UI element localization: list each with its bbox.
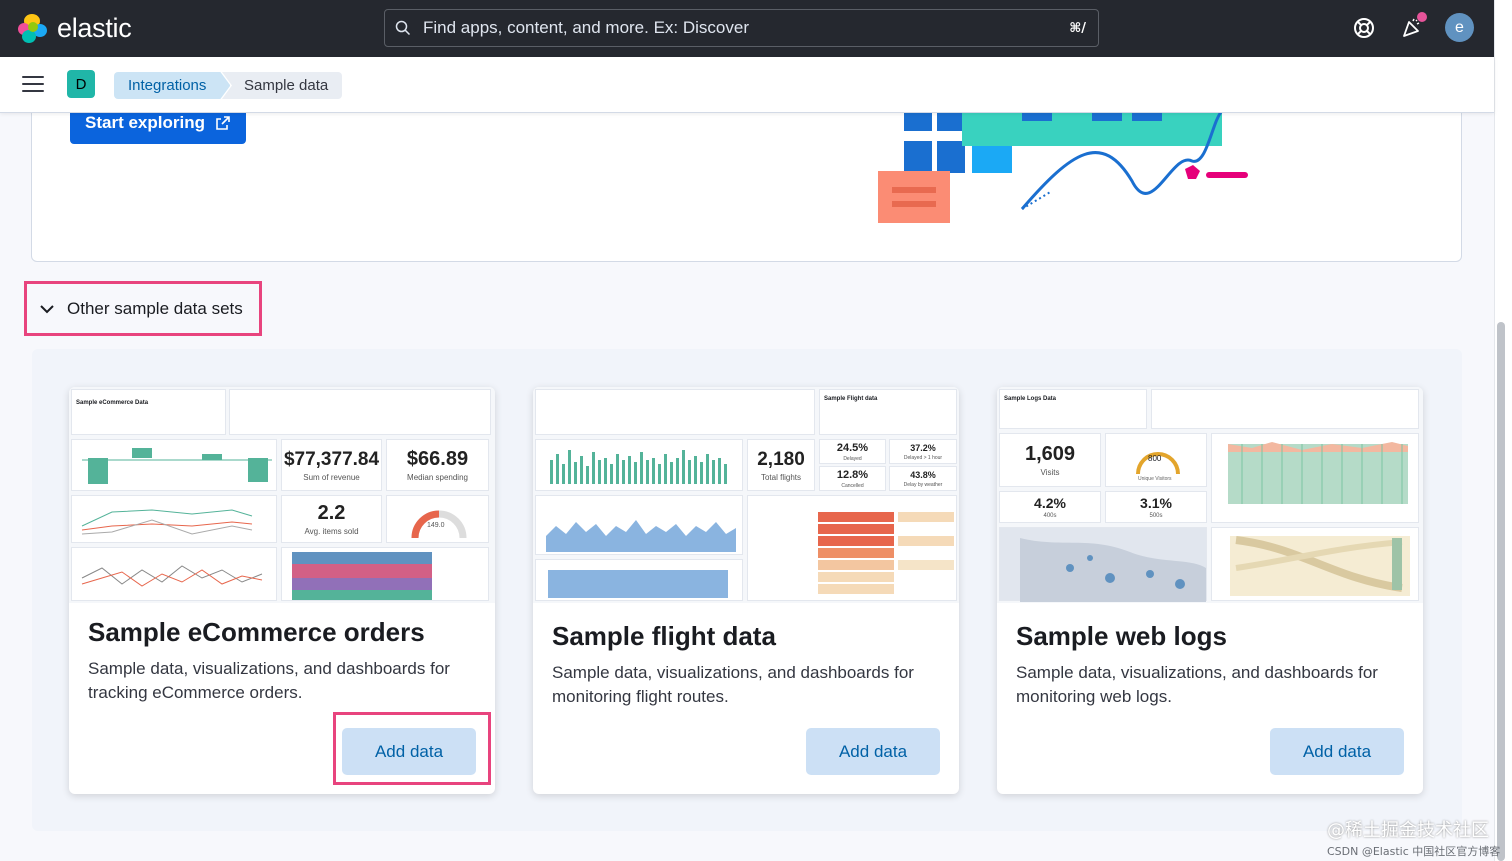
add-data-button[interactable]: Add data bbox=[1270, 728, 1404, 775]
watermark-csdn: CSDN @Elastic 中国社区官方博客 bbox=[1327, 845, 1501, 858]
external-link-icon bbox=[216, 115, 230, 130]
web-logs-dashboard-preview: Sample Logs Data 1,609 Visits 800 Unique … bbox=[997, 387, 1423, 603]
delayed-stat: 24.5% Delayed bbox=[819, 439, 886, 464]
global-search[interactable]: ⌘/ bbox=[384, 9, 1099, 47]
news-feed-button[interactable] bbox=[1400, 12, 1427, 40]
accordion-label: Other sample data sets bbox=[67, 298, 243, 318]
sample-ecommerce-card: Sample eCommerce Data $77,377.84 Sum of r… bbox=[69, 387, 495, 794]
card-title: Sample flight data bbox=[552, 621, 776, 651]
card-description: Sample data, visualizations, and dashboa… bbox=[1016, 663, 1378, 706]
watermark-juejin: @稀土掘金技术社区 bbox=[1327, 820, 1489, 841]
elastic-logo-icon bbox=[18, 13, 48, 44]
preview-heading: Sample Logs Data bbox=[1004, 396, 1057, 402]
stacked-bar-chart bbox=[292, 552, 432, 600]
errors-400-stat: 4.2% 400s bbox=[999, 491, 1101, 523]
gauge-chart bbox=[411, 510, 467, 539]
breadcrumb-bar: D Integrations Sample data bbox=[0, 57, 1494, 113]
cancelled-stat: 12.8% Cancelled bbox=[819, 466, 886, 491]
gauge-value: 149.0 bbox=[427, 522, 445, 529]
card-description: Sample data, visualizations, and dashboa… bbox=[88, 659, 450, 702]
flight-dashboard-preview: Sample Flight data 2,180 Total flights 24… bbox=[533, 387, 959, 603]
source-destination-sankey bbox=[1230, 536, 1410, 596]
flight-count-chart bbox=[550, 450, 727, 484]
preview-heading: Sample Flight data bbox=[824, 396, 878, 402]
card-title: Sample web logs bbox=[1016, 621, 1227, 651]
gauge-label: Unique Visitors bbox=[1138, 476, 1172, 482]
visits-stat: 1,609 Visits bbox=[999, 433, 1101, 487]
delay-buckets-table bbox=[818, 512, 954, 594]
response-codes-chart bbox=[1228, 442, 1408, 504]
preview-heading: Sample eCommerce Data bbox=[76, 400, 149, 406]
help-icon[interactable] bbox=[1352, 16, 1376, 40]
search-shortcut: ⌘/ bbox=[1069, 20, 1086, 36]
search-icon bbox=[395, 20, 411, 36]
search-input[interactable] bbox=[423, 18, 1070, 38]
sample-web-logs-card: Sample Logs Data 1,609 Visits 800 Unique … bbox=[997, 387, 1423, 794]
gauge-value: 800 bbox=[1148, 454, 1162, 463]
revenue-bar-chart bbox=[82, 448, 272, 484]
errors-500-stat: 3.1% 500s bbox=[1105, 491, 1207, 523]
card-title: Sample eCommerce orders bbox=[88, 617, 425, 647]
breadcrumb-sample-data: Sample data bbox=[222, 72, 343, 99]
news-feed-icon bbox=[1403, 18, 1420, 37]
space-avatar[interactable]: D bbox=[67, 70, 95, 98]
breadcrumb-integrations[interactable]: Integrations bbox=[114, 72, 230, 99]
elastic-logo[interactable]: elastic bbox=[18, 13, 132, 44]
promotion-tracking-chart bbox=[81, 565, 263, 587]
revenue-stat: $77,377.84 Sum of revenue bbox=[281, 439, 382, 491]
start-exploring-label: Start exploring bbox=[85, 112, 205, 132]
world-map-preview bbox=[1020, 538, 1206, 602]
add-data-button[interactable]: Add data bbox=[342, 728, 476, 775]
add-data-button[interactable]: Add data bbox=[806, 728, 940, 775]
top-header: elastic ⌘/ e bbox=[0, 0, 1494, 57]
user-avatar[interactable]: e bbox=[1445, 13, 1474, 42]
sample-data-hero-panel: Start exploring bbox=[31, 90, 1462, 262]
total-flights-stat: 2,180 Total flights bbox=[747, 439, 815, 491]
brand-name: elastic bbox=[57, 13, 132, 43]
unique-visitors-gauge bbox=[1136, 452, 1180, 475]
add-data-highlight bbox=[333, 712, 491, 785]
weather-delay-stat: 43.8% Delay by weather bbox=[889, 466, 957, 491]
delay-type-chart bbox=[548, 570, 728, 598]
scrollbar-thumb[interactable] bbox=[1497, 322, 1505, 861]
other-sample-data-accordion[interactable]: Other sample data sets bbox=[24, 281, 262, 336]
avg-items-stat: 2.2 Avg. items sold bbox=[281, 495, 382, 543]
median-spending-stat: $66.89 Median spending bbox=[386, 439, 489, 491]
menu-toggle-button[interactable] bbox=[22, 76, 44, 94]
ecommerce-dashboard-preview: Sample eCommerce Data $77,377.84 Sum of r… bbox=[69, 387, 495, 603]
delayed-hour-stat: 37.2% Delayed > 1 hour bbox=[889, 439, 957, 464]
line-chart bbox=[81, 509, 253, 535]
sample-flight-card: Sample Flight data 2,180 Total flights 24… bbox=[533, 387, 959, 794]
chevron-down-icon bbox=[40, 304, 54, 313]
notification-dot bbox=[1417, 12, 1427, 22]
delays-area-chart bbox=[546, 520, 736, 552]
card-description: Sample data, visualizations, and dashboa… bbox=[552, 663, 914, 706]
